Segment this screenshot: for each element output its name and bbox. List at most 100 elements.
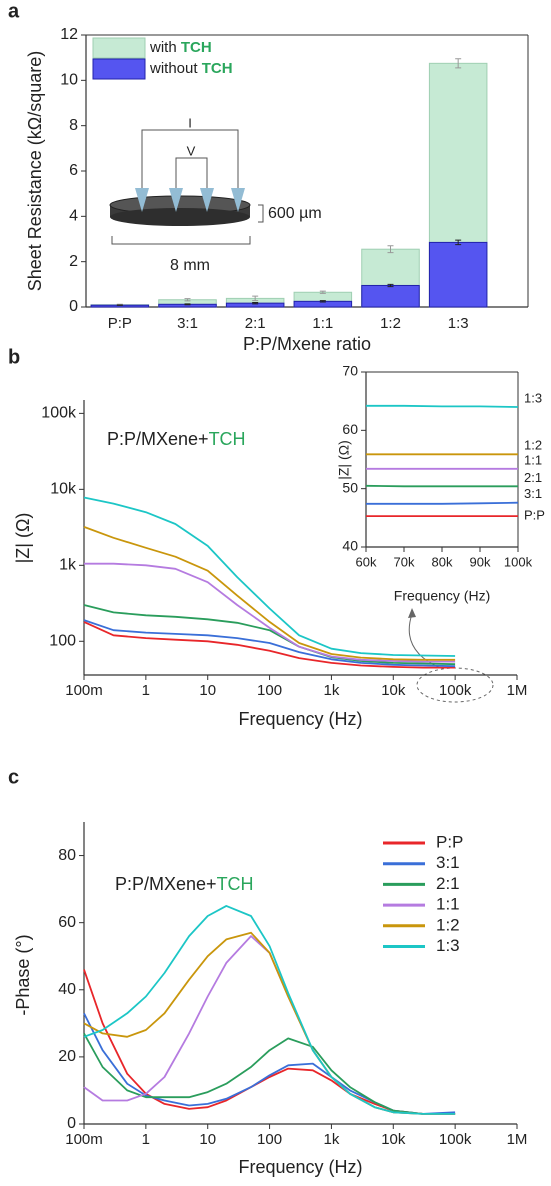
error-bar xyxy=(184,303,191,306)
y-tick-label: 10k xyxy=(50,481,77,498)
probe-diagram xyxy=(109,129,264,245)
y-tick-label: 10 xyxy=(60,72,78,89)
y-tick-label: 8 xyxy=(69,117,78,134)
y-axis-label: |Z| (Ω) xyxy=(336,440,352,480)
x-tick-label: 1 xyxy=(142,1131,150,1148)
bracket xyxy=(258,204,264,223)
error-bar xyxy=(455,239,462,246)
wire xyxy=(175,157,208,190)
legend-swatch xyxy=(92,37,146,59)
line xyxy=(83,905,456,1115)
error-bar xyxy=(387,283,394,288)
line xyxy=(84,562,456,663)
x-tick-label: 60k xyxy=(356,554,377,569)
x-axis-label: Frequency (Hz) xyxy=(238,709,362,729)
probe xyxy=(200,188,214,212)
y-tick-label: 0 xyxy=(67,1115,76,1132)
y-tick-label: 60 xyxy=(342,421,358,437)
probe xyxy=(169,188,183,212)
zoom-arrowhead xyxy=(408,608,416,618)
x-tick-label: 3:1 xyxy=(177,315,198,332)
diagram-label: 8 mm xyxy=(170,257,210,274)
line xyxy=(83,604,456,666)
error-bar xyxy=(319,290,326,294)
annotation: P:P/MXene+TCH xyxy=(115,874,254,894)
x-tick-label: 100m xyxy=(65,1131,103,1148)
film-bottom xyxy=(110,208,250,226)
y-tick-label: 6 xyxy=(69,162,78,179)
legend-label: without TCH xyxy=(149,60,233,77)
x-tick-label: 1k xyxy=(324,682,340,699)
line-label: 3:1 xyxy=(524,486,542,501)
y-tick-label: 100k xyxy=(41,405,77,422)
line-label: P:P xyxy=(524,508,545,523)
y-tick-label: 40 xyxy=(58,981,76,998)
bar xyxy=(361,284,420,308)
bar xyxy=(428,241,488,308)
y-tick-label: 80 xyxy=(58,847,76,864)
line xyxy=(83,621,456,669)
x-tick-label: 100k xyxy=(439,1131,472,1148)
x-tick-label: 70k xyxy=(394,554,415,569)
line xyxy=(83,496,456,657)
line-label: 1:3 xyxy=(524,390,542,405)
error-bar xyxy=(252,295,259,302)
legend-label: 1:2 xyxy=(436,915,460,934)
error-bar xyxy=(184,298,191,302)
line xyxy=(366,501,519,505)
line xyxy=(83,1032,456,1115)
x-tick-label: P:P xyxy=(108,315,132,332)
x-tick-label: 2:1 xyxy=(245,315,266,332)
legend-label: 1:1 xyxy=(436,895,460,914)
legend-label: 2:1 xyxy=(436,874,460,893)
x-tick-label: 10k xyxy=(381,682,406,699)
y-tick-label: 100 xyxy=(49,633,76,650)
x-axis-label: Frequency (Hz) xyxy=(238,1157,362,1177)
y-tick-label: 4 xyxy=(69,208,78,225)
line-label: 1:2 xyxy=(524,438,542,453)
y-axis-label: Sheet Resistance (kΩ/square) xyxy=(25,51,45,292)
y-tick-label: 12 xyxy=(60,26,78,43)
x-tick-label: 10 xyxy=(199,682,216,699)
x-tick-label: 100k xyxy=(504,554,533,569)
probe xyxy=(135,188,149,212)
y-tick-label: 70 xyxy=(342,363,358,379)
y-tick-label: 60 xyxy=(58,914,76,931)
x-tick-label: 1:3 xyxy=(448,315,469,332)
probe xyxy=(231,188,245,212)
x-tick-label: 1M xyxy=(507,682,528,699)
y-tick-label: 0 xyxy=(69,298,78,315)
y-tick-label: 20 xyxy=(58,1048,76,1065)
x-axis-label: Frequency (Hz) xyxy=(394,588,490,604)
y-tick-label: 2 xyxy=(69,253,78,270)
diagram-label: V xyxy=(187,143,196,158)
y-tick-label: 40 xyxy=(342,538,358,554)
x-axis-label: P:P/Mxene ratio xyxy=(243,334,371,354)
error-bar xyxy=(319,300,326,303)
diagram-label: I xyxy=(188,115,192,130)
diagram-label: 600 µm xyxy=(268,205,322,222)
x-tick-label: 1 xyxy=(142,682,150,699)
line xyxy=(365,484,518,488)
x-tick-label: 1k xyxy=(324,1131,340,1148)
x-tick-label: 100k xyxy=(439,682,472,699)
wire xyxy=(141,129,239,190)
x-tick-label: 1:1 xyxy=(312,315,333,332)
legend-label: 3:1 xyxy=(436,853,460,872)
legend-label: 1:3 xyxy=(436,936,460,955)
x-tick-label: 100 xyxy=(257,682,282,699)
x-tick-label: 10 xyxy=(199,1131,216,1148)
x-tick-label: 1M xyxy=(507,1131,528,1148)
error-bar xyxy=(252,301,259,305)
legend-label: with TCH xyxy=(149,39,212,56)
line xyxy=(366,404,519,408)
x-tick-label: 100 xyxy=(257,1131,282,1148)
panel-label: b xyxy=(8,346,20,368)
line xyxy=(83,1012,456,1115)
y-axis-label: -Phase (°) xyxy=(13,934,33,1015)
line-label: 2:1 xyxy=(524,470,542,485)
panel-label: c xyxy=(8,766,19,788)
x-tick-label: 100m xyxy=(65,682,103,699)
annotation: P:P/MXene+TCH xyxy=(107,429,246,449)
